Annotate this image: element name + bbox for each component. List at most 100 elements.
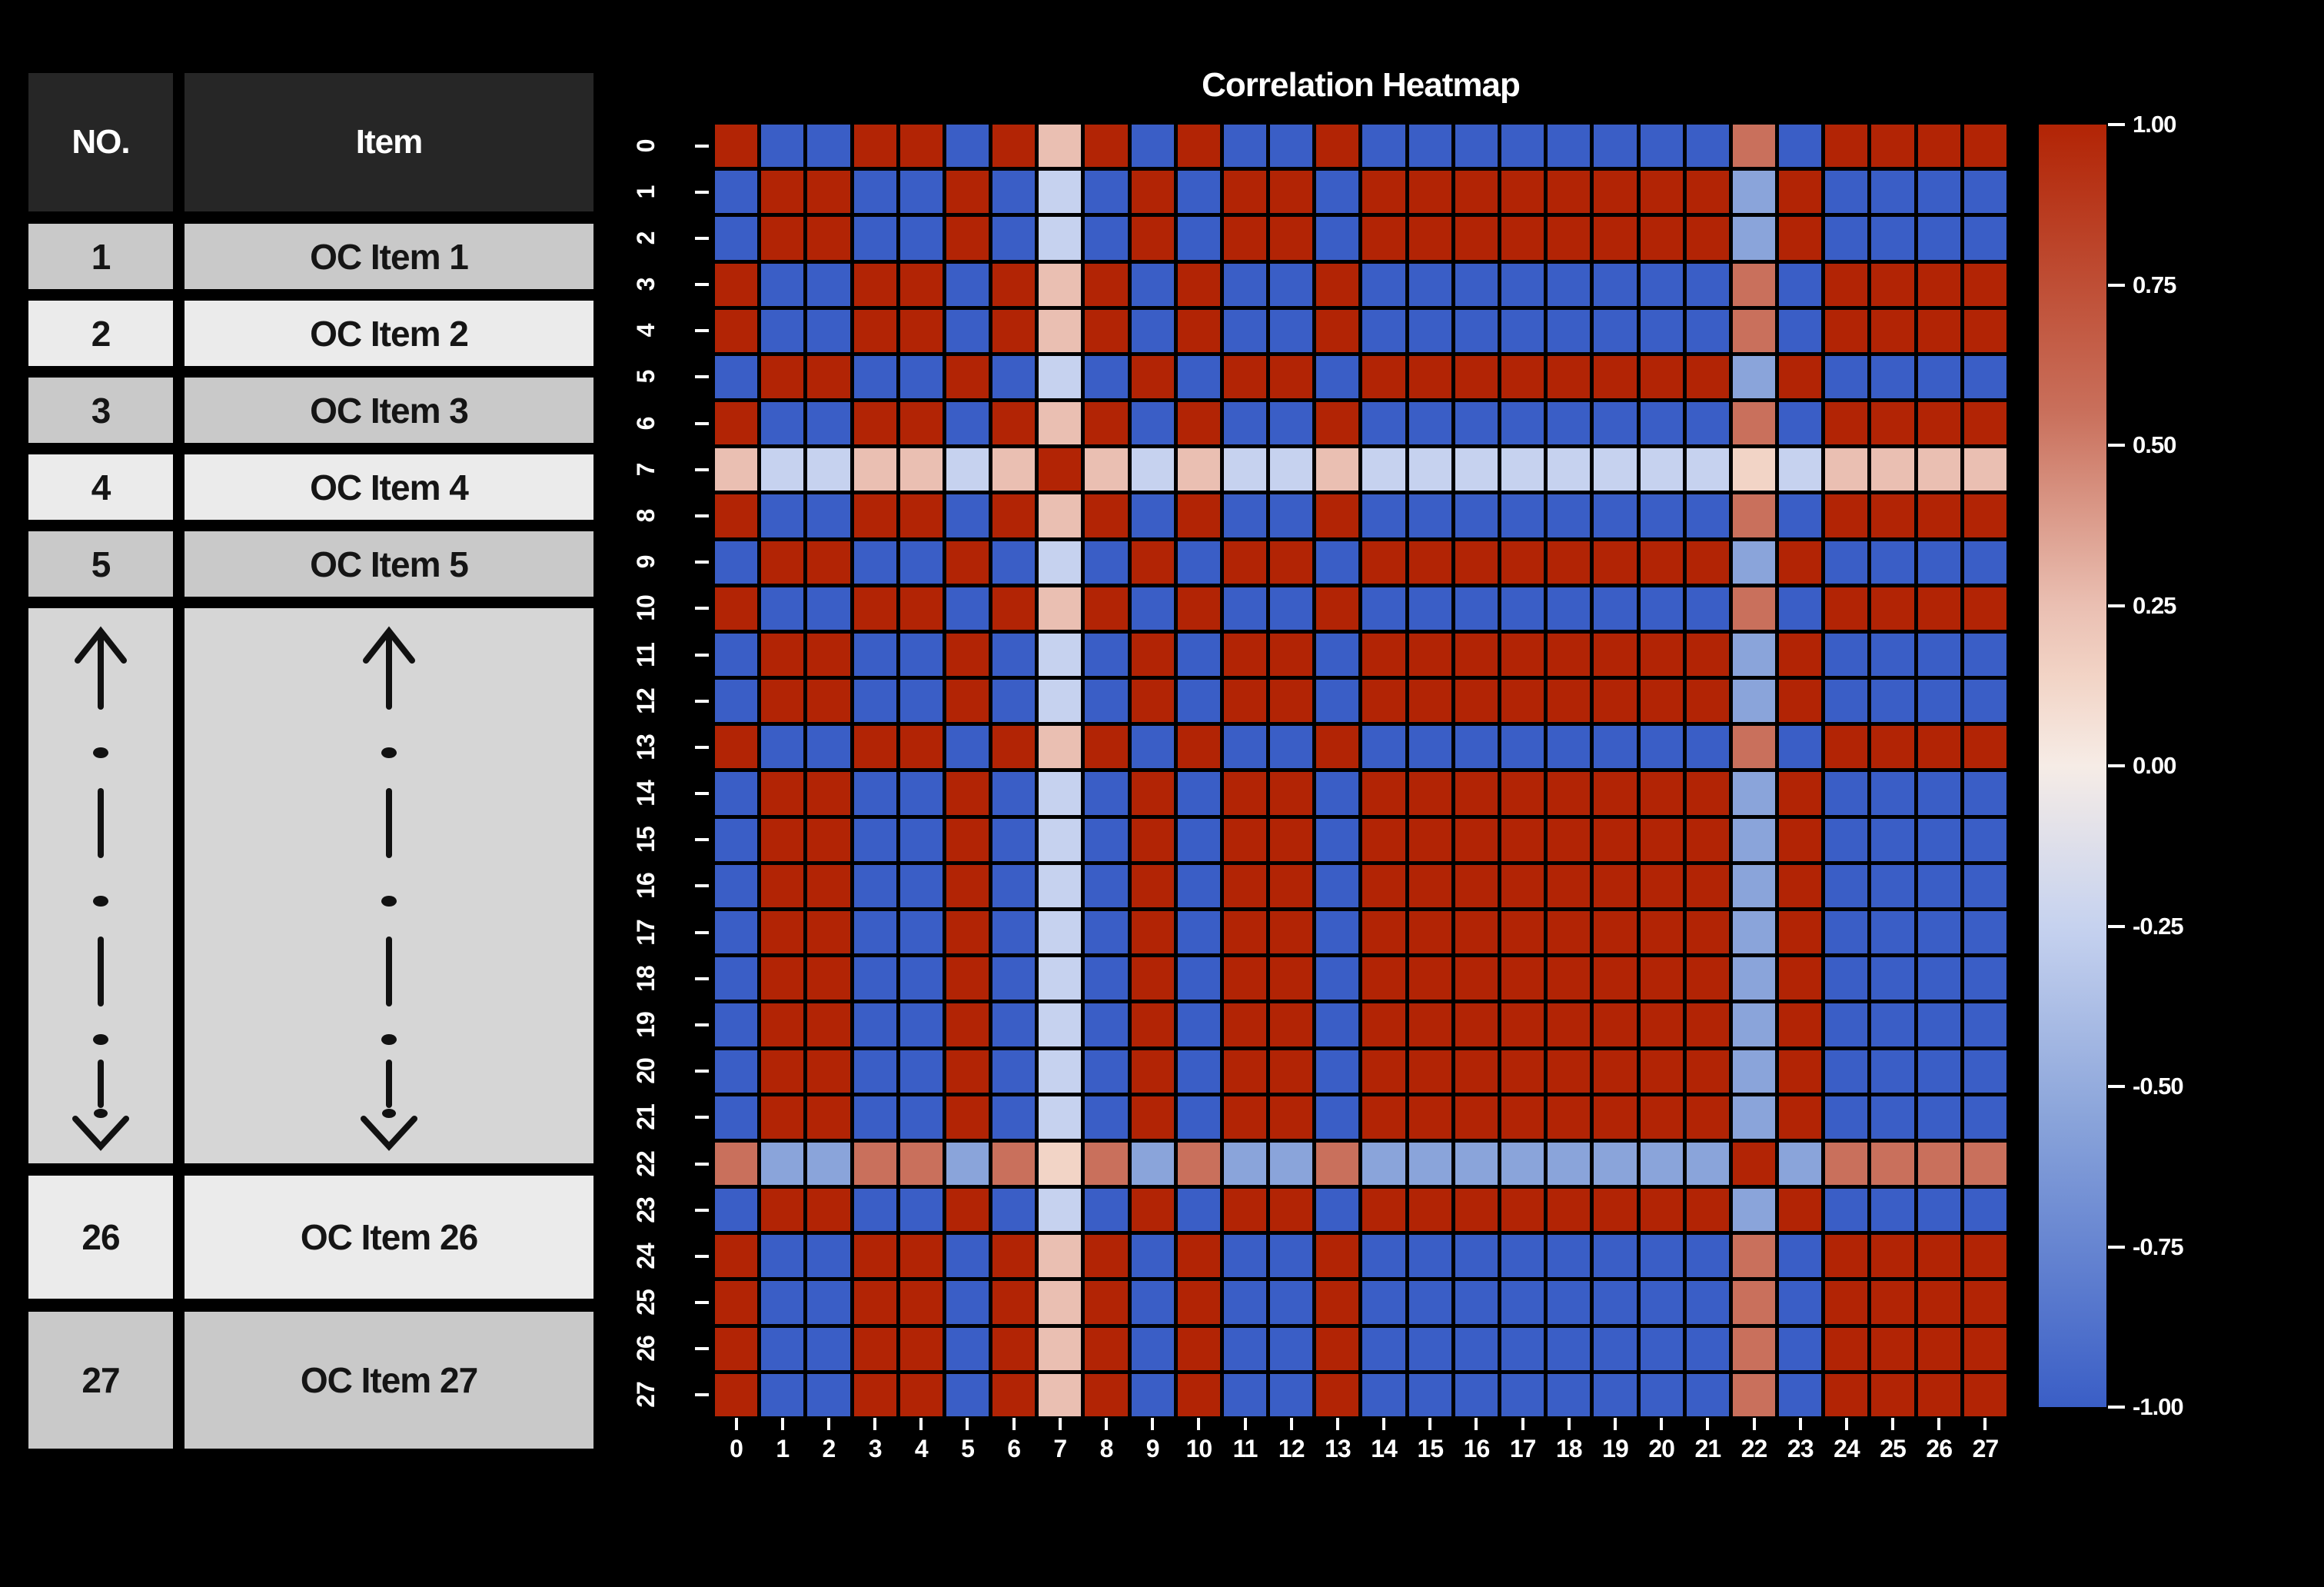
- heatmap-cell: [853, 1189, 896, 1232]
- heatmap-cell: [1594, 402, 1637, 445]
- heatmap-cell: [992, 541, 1036, 584]
- heatmap-cell: [1223, 1327, 1267, 1370]
- heatmap-cell: [1501, 541, 1544, 584]
- heatmap-cell: [1963, 494, 2006, 537]
- y-tick: [695, 1301, 709, 1305]
- heatmap-cell: [1732, 1189, 1776, 1232]
- x-tick-label: 4: [914, 1434, 929, 1462]
- heatmap-cell: [1779, 1050, 1822, 1093]
- heatmap-cell: [761, 1003, 804, 1046]
- heatmap-cell: [946, 1096, 989, 1139]
- heatmap-cell: [1131, 680, 1174, 723]
- heatmap-cell: [1686, 587, 1729, 630]
- heatmap-cell: [1779, 1003, 1822, 1046]
- heatmap-cell: [992, 726, 1036, 769]
- heatmap-cell: [1640, 680, 1683, 723]
- x-tick: [1475, 1418, 1478, 1430]
- table-continuation-no: [28, 608, 173, 1163]
- heatmap-cell: [1548, 1050, 1591, 1093]
- heatmap-cell: [853, 217, 896, 260]
- heatmap-cell: [1686, 402, 1729, 445]
- heatmap-cell: [1917, 1235, 1960, 1278]
- heatmap-cell: [992, 1327, 1036, 1370]
- heatmap-cell: [761, 726, 804, 769]
- heatmap-cell: [946, 402, 989, 445]
- heatmap-cell: [1270, 1235, 1313, 1278]
- heatmap-cell: [899, 125, 943, 168]
- heatmap-cell: [715, 587, 758, 630]
- heatmap-cell: [1362, 402, 1405, 445]
- heatmap-cell: [1825, 125, 1868, 168]
- heatmap-cell: [1408, 1235, 1451, 1278]
- heatmap-cell: [715, 957, 758, 1000]
- heatmap-cell: [1871, 448, 1914, 491]
- colorbar-tick: [2108, 604, 2125, 607]
- heatmap-cell: [1594, 726, 1637, 769]
- heatmap-cell: [1177, 541, 1220, 584]
- heatmap-cell: [1223, 125, 1267, 168]
- heatmap-cell: [1501, 448, 1544, 491]
- heatmap-cell: [1408, 309, 1451, 352]
- heatmap-cell: [1594, 1003, 1637, 1046]
- x-tick: [1752, 1418, 1756, 1430]
- colorbar-tick: [2108, 1085, 2125, 1088]
- heatmap-cell: [1779, 587, 1822, 630]
- heatmap-cell: [946, 772, 989, 815]
- heatmap-cell: [1732, 772, 1776, 815]
- heatmap-cell: [1131, 1281, 1174, 1324]
- heatmap-cell: [1131, 355, 1174, 399]
- heatmap-cell: [1223, 911, 1267, 954]
- colorbar-tick: [2108, 1406, 2125, 1409]
- heatmap-cell: [1871, 1235, 1914, 1278]
- heatmap-cell: [1640, 957, 1683, 1000]
- heatmap-cell: [1455, 633, 1498, 677]
- heatmap-cell: [1455, 263, 1498, 306]
- heatmap-cell: [1963, 448, 2006, 491]
- heatmap-cell: [1223, 726, 1267, 769]
- heatmap-cell: [1131, 1189, 1174, 1232]
- heatmap-cell: [946, 125, 989, 168]
- heatmap-cell: [1270, 217, 1313, 260]
- colorbar-tick: [2108, 764, 2125, 767]
- colorbar-tick: [2108, 123, 2125, 126]
- heatmap-cell: [946, 1373, 989, 1416]
- heatmap-cell: [992, 1050, 1036, 1093]
- y-tick: [695, 1023, 709, 1026]
- heatmap-cell: [946, 818, 989, 861]
- heatmap-cell: [1686, 1235, 1729, 1278]
- heatmap-cell: [1316, 1142, 1359, 1186]
- y-tick: [695, 144, 709, 148]
- heatmap-cell: [1548, 217, 1591, 260]
- heatmap-cell: [946, 1142, 989, 1186]
- heatmap-cell: [761, 1142, 804, 1186]
- heatmap-cell: [1455, 1189, 1498, 1232]
- heatmap-cell: [715, 217, 758, 260]
- heatmap-cell: [1917, 957, 1960, 1000]
- x-tick-label: 13: [1325, 1434, 1352, 1462]
- x-tick-label: 12: [1278, 1434, 1305, 1462]
- heatmap-cell: [899, 1142, 943, 1186]
- colorbar-tick-label: 0.00: [2133, 752, 2176, 779]
- heatmap-cell: [853, 864, 896, 908]
- heatmap-cell: [1963, 1142, 2006, 1186]
- heatmap-cell: [1963, 217, 2006, 260]
- y-tick: [695, 884, 709, 888]
- heatmap-cell: [1362, 448, 1405, 491]
- heatmap-cell: [1362, 263, 1405, 306]
- heatmap-cell: [1779, 1281, 1822, 1324]
- heatmap-cell: [1732, 125, 1776, 168]
- heatmap-cell: [1039, 1373, 1082, 1416]
- x-tick-label: 20: [1648, 1434, 1675, 1462]
- heatmap-cell: [1640, 1327, 1683, 1370]
- heatmap-cell: [1177, 171, 1220, 214]
- heatmap-cell: [1039, 448, 1082, 491]
- heatmap-cell: [715, 309, 758, 352]
- heatmap-cell: [807, 1235, 850, 1278]
- heatmap-cell: [1177, 1235, 1220, 1278]
- heatmap-cell: [1825, 1050, 1868, 1093]
- heatmap-cell: [1270, 171, 1313, 214]
- heatmap-cell: [1270, 1327, 1313, 1370]
- heatmap-cell: [1640, 402, 1683, 445]
- heatmap-cell: [1085, 494, 1128, 537]
- heatmap-cell: [1270, 541, 1313, 584]
